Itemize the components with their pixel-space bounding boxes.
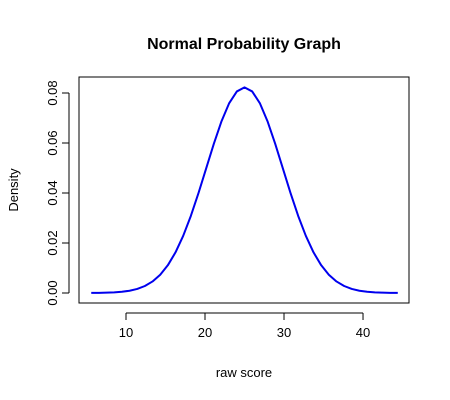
y-tick-label: 0.06	[45, 130, 60, 155]
chart-title: Normal Probability Graph	[147, 36, 341, 53]
x-tick-label: 20	[198, 325, 212, 340]
y-tick-label: 0.02	[45, 230, 60, 255]
x-tick-label: 30	[277, 325, 291, 340]
y-tick-label: 0.08	[45, 80, 60, 105]
x-tick-label: 10	[119, 325, 133, 340]
x-axis-label: raw score	[216, 365, 272, 380]
y-axis-label: Density	[6, 168, 21, 212]
density-curve	[91, 86, 398, 294]
x-tick-label: 40	[356, 325, 370, 340]
y-tick-label: 0.00	[45, 280, 60, 305]
y-tick-label: 0.04	[45, 180, 60, 205]
plot-box	[78, 76, 410, 304]
